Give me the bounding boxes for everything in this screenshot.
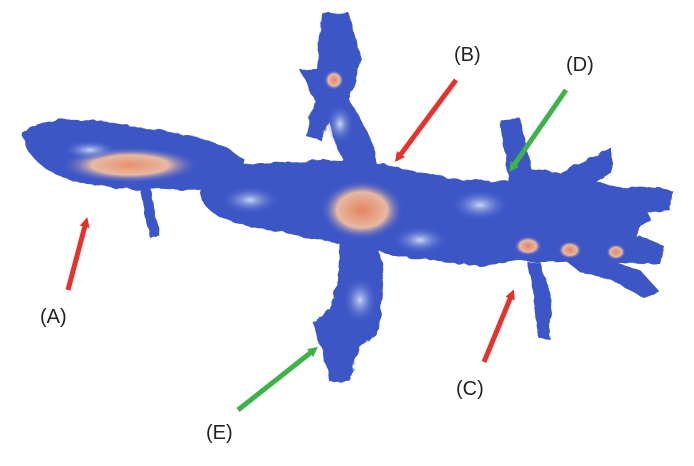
arrow-e — [236, 346, 318, 412]
intensity-overlay — [60, 70, 626, 324]
hotspot-core — [320, 180, 404, 240]
branch-d-tail — [560, 256, 660, 298]
label-c: (C) — [456, 378, 484, 400]
branch-c-strand — [528, 262, 552, 340]
arrow-c — [481, 289, 515, 363]
label-e: (E) — [206, 422, 233, 444]
arrow-a — [65, 217, 90, 291]
label-a: (A) — [40, 306, 67, 328]
arrow-b — [395, 78, 459, 163]
hotspot-right-1 — [514, 236, 542, 256]
label-d: (D) — [566, 54, 594, 76]
branch-d-mid — [470, 186, 672, 222]
cool-patch-1 — [450, 189, 510, 221]
cool-patch-6 — [62, 140, 118, 160]
hotspot-b — [324, 70, 344, 90]
cool-patch-5 — [220, 186, 280, 214]
arrow-d — [509, 88, 569, 173]
hotspot-right-3 — [606, 244, 626, 260]
cool-patch-2 — [392, 226, 448, 254]
cool-patch-4 — [342, 276, 378, 324]
label-b: (B) — [454, 44, 481, 66]
hotspot-right-2 — [558, 241, 582, 259]
branch-d-upper — [500, 118, 612, 200]
cool-patch-3 — [326, 104, 354, 144]
branch-b — [316, 12, 378, 176]
